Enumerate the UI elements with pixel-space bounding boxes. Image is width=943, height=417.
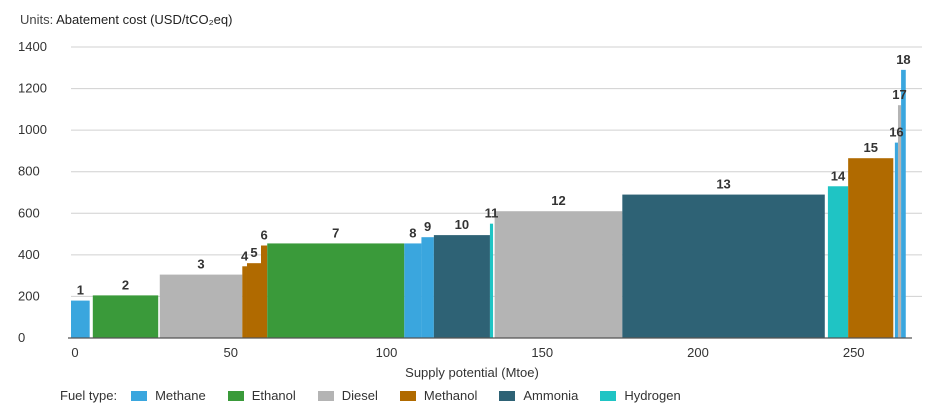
legend-item-methanol: Methanol (399, 388, 478, 403)
bar-label: 18 (896, 52, 910, 67)
bar-13-ammonia (622, 194, 825, 338)
x-tick-label: 250 (843, 345, 865, 360)
legend-swatch (399, 390, 416, 401)
bar-label: 14 (831, 168, 846, 183)
bar-9-methane (421, 237, 434, 338)
bar-5-methanol (246, 263, 262, 338)
legend-swatch (600, 390, 617, 401)
legend-swatch (227, 390, 244, 401)
legend-swatch (499, 390, 516, 401)
y-tick-label: 1400 (18, 39, 47, 54)
legend-item-ammonia: Ammonia (499, 388, 578, 403)
bar-8-methane (404, 243, 422, 338)
bar-14-hydrogen (827, 186, 849, 338)
legend-items: Methane Ethanol Diesel Methanol Ammonia Hydro… (131, 388, 703, 403)
bar-2-ethanol (92, 295, 159, 338)
legend-swatch (131, 390, 148, 401)
x-axis-ticks: 0 50 100 150 200 250 (71, 345, 864, 360)
bar-6-methanol (261, 245, 268, 338)
units-prefix: Units: (20, 12, 54, 27)
x-axis-title: Supply potential (Mtoe) (405, 365, 539, 380)
legend-item-hydrogen: Hydrogen (600, 388, 681, 403)
y-tick-label: 600 (18, 205, 40, 220)
legend-label: Ethanol (251, 388, 296, 403)
bar-15-methanol (848, 158, 894, 338)
bar-label: 16 (889, 125, 903, 140)
legend-label: Hydrogen (624, 388, 681, 403)
bar-label: 11 (485, 206, 499, 221)
bar-label: 3 (197, 257, 204, 272)
legend-item-ethanol: Ethanol (227, 388, 296, 403)
bar-17-diesel (897, 105, 902, 338)
y-axis-ticks: 0 200 400 600 800 1000 1200 1400 (18, 39, 47, 345)
bar-label: 1 (77, 283, 84, 298)
bars (71, 69, 906, 338)
x-tick-label: 200 (687, 345, 709, 360)
legend-swatch (317, 390, 334, 401)
bar-label: 9 (424, 219, 431, 234)
legend-label: Methanol (423, 388, 478, 403)
legend-label: Diesel (341, 388, 378, 403)
bar-18-methane (901, 69, 906, 338)
bar-4-methanol (242, 266, 247, 338)
legend-item-methane: Methane (131, 388, 206, 403)
bar-label: 17 (892, 87, 906, 102)
bar-11-hydrogen (489, 223, 494, 338)
y-tick-label: 400 (18, 247, 40, 262)
y-tick-label: 200 (18, 288, 40, 303)
legend-item-diesel: Diesel (317, 388, 378, 403)
bar-label: 6 (261, 228, 268, 243)
y-tick-label: 1200 (18, 81, 47, 96)
bar-label: 4 (241, 248, 249, 263)
bar-1-methane (71, 300, 90, 338)
bar-12-diesel (494, 211, 623, 338)
x-tick-label: 0 (71, 345, 78, 360)
bar-label: 12 (551, 193, 565, 208)
y-tick-label: 1000 (18, 122, 47, 137)
legend: Fuel type: Methane Ethanol Diesel Methanol A… (60, 388, 703, 403)
y-axis-title: Abatement cost (USD/tCO₂eq) (56, 12, 233, 27)
y-tick-label: 800 (18, 164, 40, 179)
bar-7-ethanol (267, 243, 405, 338)
bar-3-diesel (159, 274, 243, 338)
x-tick-label: 100 (376, 345, 398, 360)
legend-title: Fuel type: (60, 388, 118, 403)
x-tick-label: 50 (224, 345, 238, 360)
bar-label: 13 (716, 177, 730, 192)
x-tick-label: 150 (531, 345, 553, 360)
bar-10-ammonia (433, 235, 490, 338)
bar-label: 8 (409, 225, 416, 240)
bar-label: 15 (863, 140, 877, 155)
bar-label: 7 (332, 225, 339, 240)
y-tick-label: 0 (18, 330, 25, 345)
legend-label: Methane (155, 388, 206, 403)
bar-label: 5 (250, 245, 257, 260)
bar-label: 10 (455, 217, 469, 232)
legend-label: Ammonia (523, 388, 579, 403)
bar-16-methane (894, 142, 898, 338)
chart-units: Units: Abatement cost (USD/tCO₂eq) (20, 12, 232, 27)
bar-label: 2 (122, 277, 129, 292)
